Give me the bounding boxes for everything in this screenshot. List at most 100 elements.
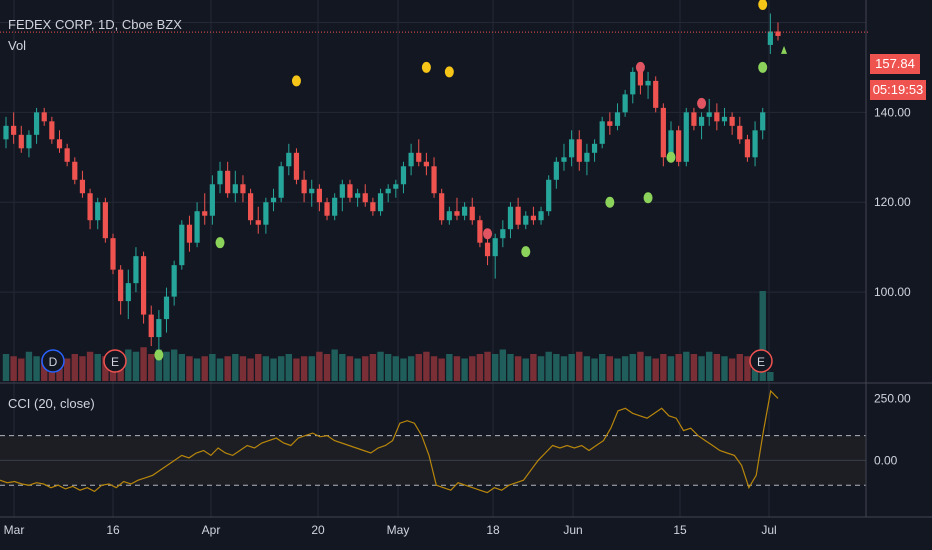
volume-bar	[170, 349, 178, 381]
candle-body	[538, 211, 544, 221]
candle-body	[72, 161, 78, 180]
candle-body	[500, 229, 506, 239]
signal-dot-red	[697, 97, 707, 109]
volume-bar	[362, 356, 369, 381]
volume-bar	[553, 354, 560, 381]
candle-body	[95, 202, 101, 221]
volume-bar	[18, 358, 25, 381]
candle-body	[546, 179, 552, 212]
volume-bar	[491, 354, 499, 381]
candle-body	[370, 202, 376, 212]
volume-bar	[369, 354, 377, 381]
volume-bar	[598, 354, 606, 381]
volume-label[interactable]: Vol	[8, 38, 27, 53]
signal-dot-green	[521, 246, 531, 258]
candle-body	[377, 193, 384, 212]
price-tick-label: 120.00	[874, 195, 911, 209]
candle-body	[232, 184, 238, 194]
candle-body	[737, 125, 743, 140]
dividend-marker[interactable]	[41, 349, 65, 373]
earnings-marker[interactable]	[103, 349, 127, 373]
volume-bar	[438, 358, 445, 381]
volume-bar	[41, 358, 48, 381]
candle-body	[79, 179, 86, 194]
volume-bar	[690, 354, 698, 381]
volume-bar	[698, 356, 705, 381]
candle-body	[316, 188, 322, 203]
signal-dot-yellow	[291, 75, 301, 87]
volume-bar	[163, 351, 170, 381]
volume-bar	[148, 354, 155, 381]
candle-body	[255, 220, 261, 225]
candle-body	[133, 256, 139, 284]
candle-body	[202, 211, 208, 216]
candle-body	[446, 211, 452, 221]
arrow-up-icon	[781, 45, 787, 54]
volume-bar	[407, 356, 415, 381]
volume-bar	[706, 351, 713, 381]
candle-body	[118, 269, 124, 302]
symbol-title[interactable]: FEDEX CORP, 1D, Cboe BZX	[8, 17, 182, 32]
volume-bar	[614, 358, 621, 381]
volume-bar	[354, 358, 361, 381]
candle-body	[140, 256, 147, 315]
volume-bar	[209, 354, 216, 381]
candle-body	[599, 121, 605, 144]
volume-bar	[201, 356, 208, 381]
time-tick-label: 20	[311, 523, 325, 537]
volume-bar	[576, 351, 583, 381]
cci-tick-label: 250.00	[874, 391, 911, 405]
candle-body	[683, 112, 689, 162]
volume-bar	[446, 354, 453, 381]
volume-bar	[216, 358, 224, 381]
volume-bar	[63, 358, 71, 381]
candle-body	[301, 179, 307, 194]
time-tick-label: 16	[106, 523, 120, 537]
candle-body	[676, 130, 682, 162]
volume-bar	[33, 356, 40, 381]
volume-bar	[415, 354, 422, 381]
candle-body	[240, 184, 246, 194]
candle-body	[41, 112, 47, 122]
volume-bar	[300, 356, 308, 381]
candle-body	[721, 116, 728, 122]
volume-bar	[537, 356, 545, 381]
volume-bar	[308, 356, 315, 381]
volume-bar	[514, 356, 522, 381]
volume-bar	[484, 351, 491, 381]
cci-tick-label: 0.00	[874, 453, 898, 467]
candle-body	[171, 265, 177, 297]
time-tick-label: Jun	[563, 523, 582, 537]
volume-bar	[759, 291, 766, 381]
volume-bar	[591, 358, 598, 381]
candle-body	[309, 188, 315, 194]
volume-bar	[232, 354, 239, 381]
candle-body	[775, 31, 781, 36]
volume-bar	[293, 358, 300, 381]
candle-body	[18, 134, 24, 149]
price-tick-label: 140.00	[874, 105, 911, 119]
candle-body	[408, 152, 414, 167]
candle-body	[653, 80, 659, 108]
earnings-marker[interactable]	[749, 349, 773, 373]
volume-bar	[270, 358, 277, 381]
candle-body	[439, 193, 445, 221]
volume-bar	[499, 349, 507, 381]
volume-bar	[507, 354, 514, 381]
candle-body	[393, 184, 399, 189]
cci-indicator	[0, 389, 866, 494]
volume-bar	[667, 356, 675, 381]
candle-body	[492, 238, 498, 257]
volume-bar	[140, 347, 147, 381]
volume-bar	[239, 356, 247, 381]
time-tick-label: 15	[673, 523, 687, 537]
cci-title[interactable]: CCI (20, close)	[8, 396, 95, 411]
candle-body	[416, 152, 422, 162]
volume-bar	[392, 356, 400, 381]
volume-bar	[10, 356, 17, 381]
candle-body	[286, 152, 292, 167]
signal-dot-yellow	[758, 0, 768, 10]
candle-body	[477, 220, 483, 243]
